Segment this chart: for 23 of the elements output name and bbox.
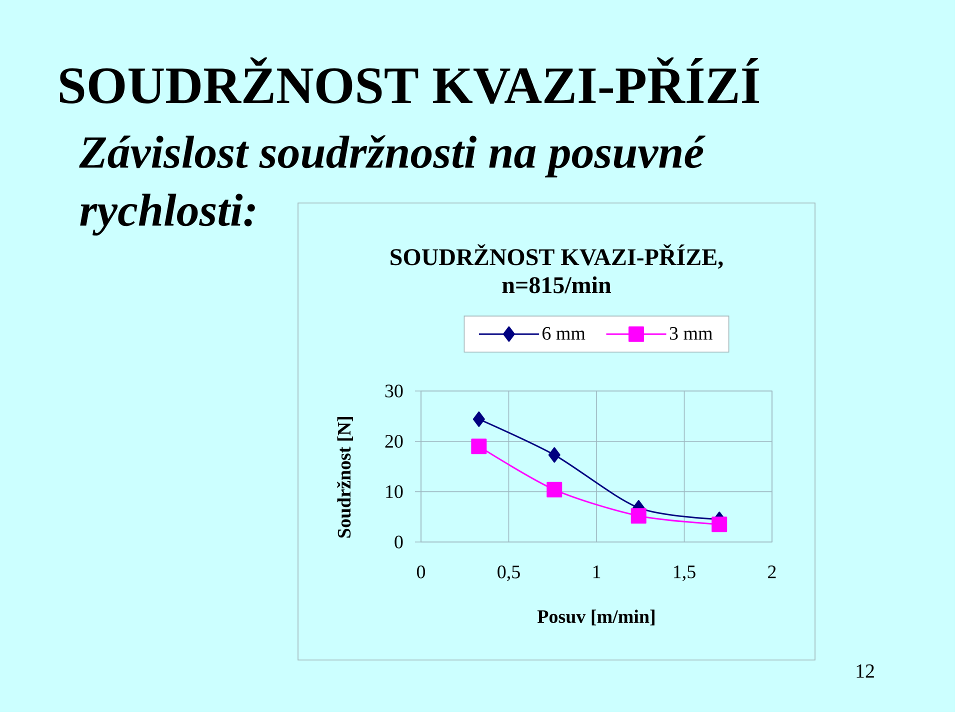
- point: [546, 482, 562, 498]
- legend-label: 3 mm: [670, 327, 713, 340]
- y-tick-label: 30: [385, 384, 403, 398]
- point: [472, 411, 485, 427]
- point: [471, 438, 487, 454]
- legend-label: 6 mm: [542, 327, 586, 340]
- text: 12: [856, 664, 874, 678]
- chart-subtitle: Závislost soudržnosti na posuvné rychlosti:: [79, 135, 706, 236]
- y-tick-label: 10: [386, 485, 403, 498]
- x-tick-label: 0: [416, 566, 426, 578]
- point: [712, 516, 728, 532]
- x-tick-label: 2: [768, 566, 776, 578]
- chart-title: SOUDRŽNOST KVAZI-PŘÍZÍ: [60, 57, 759, 104]
- text: SOUDRŽNOST KVAZI-PŘÍZE, n=815/min: [390, 244, 723, 294]
- y-axis-title: Soudržnost [N]: [337, 417, 353, 538]
- point: [548, 447, 560, 463]
- x-tick-label: 1: [593, 566, 600, 578]
- y-tick-label: 0: [394, 536, 403, 548]
- y-tick-label: 20: [385, 434, 403, 448]
- x-axis-title: Posuv [m/min]: [537, 610, 654, 626]
- x-tick-label: 0,5: [498, 566, 520, 582]
- x-tick-label: 1,5: [674, 566, 696, 581]
- point: [630, 508, 646, 524]
